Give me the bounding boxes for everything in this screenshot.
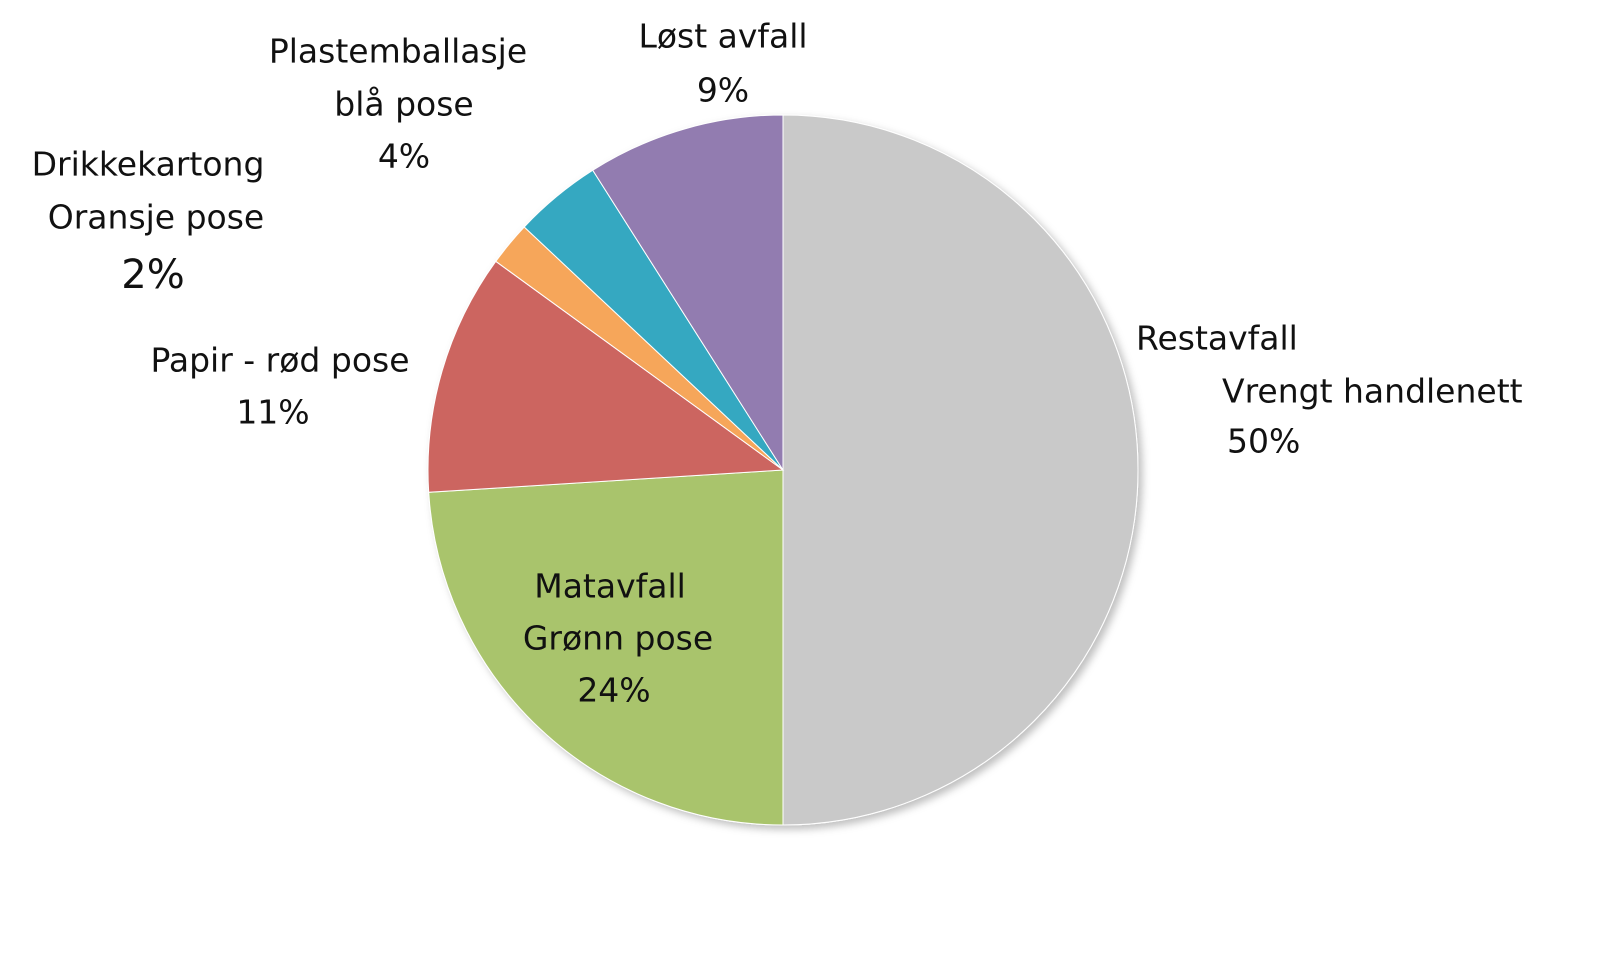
slice — [782, 114, 1139, 826]
slice — [592, 114, 784, 472]
value-label: 50% — [1227, 422, 1300, 461]
slice — [427, 260, 785, 493]
slice-label: Papir - rød pose — [150, 341, 409, 380]
slice-label: Løst avfall — [638, 17, 807, 56]
value-label: 9% — [697, 71, 749, 110]
value-label: 11% — [236, 393, 309, 432]
slice-label: Plastemballasje — [269, 32, 527, 71]
pie — [427, 114, 1139, 826]
value-label: 2% — [121, 252, 184, 298]
slice-label: blå pose — [334, 85, 473, 124]
value-label: 4% — [378, 137, 430, 176]
slice-label: Drikkekartong — [32, 145, 265, 184]
slice — [428, 469, 784, 826]
slice-label: Vrengt handlenett — [1222, 372, 1523, 411]
value-label: 24% — [577, 671, 650, 710]
slice-label: Oransje pose — [48, 198, 264, 237]
slice-label: Matavfall — [534, 567, 686, 606]
slice-label: Grønn pose — [523, 619, 713, 658]
slice-label: Restavfall — [1136, 319, 1298, 358]
